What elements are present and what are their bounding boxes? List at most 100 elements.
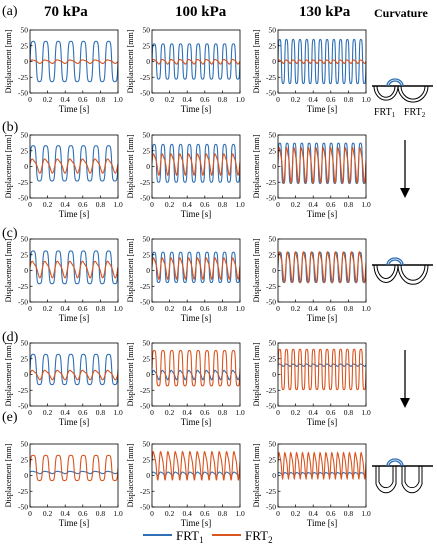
x-tick-label: 0.4: [309, 200, 319, 209]
y-tick-label: 0: [24, 471, 28, 480]
x-axis-label: Time [s]: [307, 417, 337, 427]
y-tick-label: 50: [21, 235, 29, 244]
y-tick-label: -25: [266, 386, 276, 395]
y-tick-label: -50: [18, 194, 28, 203]
x-tick-label: 0.8: [96, 200, 106, 209]
y-tick-label: 50: [269, 440, 277, 449]
y-axis-label: Displacement [mm]: [4, 29, 13, 93]
x-tick-label: 0.2: [165, 200, 175, 209]
y-tick-label: 25: [143, 455, 151, 464]
y-tick-label: 0: [146, 266, 150, 275]
y-axis-label: Displacement [mm]: [252, 134, 261, 198]
y-tick-label: 0: [146, 471, 150, 480]
x-tick-label: 0: [276, 304, 280, 313]
x-tick-label: 0.8: [218, 509, 228, 518]
series-line-frt2: [30, 260, 118, 279]
x-axis-label: Time [s]: [59, 209, 89, 219]
y-tick-label: -50: [18, 298, 28, 307]
y-axis-label: Displacement [mm]: [252, 342, 261, 406]
series-line-frt2: [152, 58, 240, 65]
x-tick-label: 0.8: [344, 304, 354, 313]
y-tick-label: 0: [146, 162, 150, 171]
x-tick-label: 0.6: [200, 408, 210, 417]
row-label-c: (c): [2, 226, 18, 241]
y-tick-label: 50: [21, 26, 29, 35]
frt2-schematic-label: FRT2: [404, 107, 426, 119]
y-tick-label: 25: [269, 455, 277, 464]
y-tick-label: -50: [266, 402, 276, 411]
subplot-3-2: 0 0.2 0.4 0.6 0.8 1.0 -50 -25 0 25 50 Time [s] Displ…: [126, 235, 245, 324]
curvature-header: Curvature: [374, 6, 428, 20]
subplot-5-1: 0 0.2 0.4 0.6 0.8 1.0 -50 -25 0 25 50 Time [s] Displ…: [4, 440, 123, 529]
subplot-5-2: 0 0.2 0.4 0.6 0.8 1.0 -50 -25 0 25 50 Time [s] Displ…: [126, 440, 245, 529]
y-tick-label: 50: [269, 235, 277, 244]
series-line-frt1: [278, 472, 366, 476]
x-tick-label: 0.8: [96, 509, 106, 518]
x-tick-label: 0.6: [78, 408, 88, 417]
curvature-schematic-e: [372, 458, 433, 494]
column-header-70kpa: 70 kPa: [44, 4, 88, 20]
subplot-4-1: 0 0.2 0.4 0.6 0.8 1.0 -50 -25 0 25 50 Time [s] Displ…: [4, 339, 123, 428]
y-axis-label: Displacement [mm]: [126, 238, 135, 302]
column-header-130kpa: 130 kPa: [299, 4, 351, 20]
y-tick-label: -25: [266, 282, 276, 291]
x-tick-label: 0.4: [309, 95, 319, 104]
y-tick-label: 25: [269, 41, 277, 50]
x-tick-label: 0.2: [43, 200, 53, 209]
y-tick-label: 25: [143, 250, 151, 259]
subplot-1-1: 0 0.2 0.4 0.6 0.8 1.0 -50 -25 0 25 50 Time [s] Displ…: [4, 26, 123, 115]
series-line-frt2: [152, 257, 240, 280]
series-line-frt1: [152, 471, 240, 477]
series-line-frt2: [152, 153, 240, 176]
y-tick-label: -25: [266, 487, 276, 496]
x-tick-label: 0.4: [61, 408, 71, 417]
x-tick-label: 0.6: [200, 95, 210, 104]
series-line-frt2: [278, 59, 366, 65]
x-tick-label: 0.6: [326, 304, 336, 313]
x-tick-label: 0.8: [218, 304, 228, 313]
y-tick-label: -25: [18, 282, 28, 291]
y-tick-label: 0: [272, 471, 276, 480]
subplot-1-2: 0 0.2 0.4 0.6 0.8 1.0 -50 -25 0 25 50 Time [s] Displ…: [126, 26, 245, 115]
y-axis-label: Displacement [mm]: [126, 443, 135, 507]
y-tick-label: 25: [21, 455, 29, 464]
y-tick-label: -25: [18, 386, 28, 395]
y-tick-label: 50: [143, 339, 151, 348]
x-tick-label: 1.0: [235, 408, 245, 417]
x-axis-label: Time [s]: [181, 209, 211, 219]
y-tick-label: -25: [140, 386, 150, 395]
y-tick-label: 25: [143, 354, 151, 363]
series-line-frt2: [152, 450, 240, 481]
x-axis-label: Time [s]: [181, 518, 211, 528]
x-axis-label: Time [s]: [307, 313, 337, 323]
series-line-frt2: [278, 146, 366, 184]
y-tick-label: 25: [21, 146, 29, 155]
y-tick-label: -25: [266, 73, 276, 82]
y-tick-label: 0: [272, 162, 276, 171]
x-tick-label: 1.0: [113, 95, 123, 104]
y-tick-label: -50: [266, 194, 276, 203]
series-line-frt2: [278, 251, 366, 284]
legend-label-frt2: FRT2: [245, 528, 273, 545]
y-tick-label: 50: [21, 131, 29, 140]
arrow-down-2: [400, 350, 410, 408]
x-tick-label: 0: [150, 95, 154, 104]
y-tick-label: 50: [269, 339, 277, 348]
y-tick-label: 0: [146, 57, 150, 66]
y-tick-label: 50: [269, 131, 277, 140]
x-axis-label: Time [s]: [307, 104, 337, 114]
y-tick-label: -25: [140, 178, 150, 187]
x-tick-label: 0.4: [183, 200, 193, 209]
x-tick-label: 1.0: [361, 509, 371, 518]
y-tick-label: -25: [140, 487, 150, 496]
y-tick-label: 0: [146, 370, 150, 379]
x-tick-label: 0.8: [344, 95, 354, 104]
y-axis-label: Displacement [mm]: [4, 238, 13, 302]
y-tick-label: 0: [272, 57, 276, 66]
subplot-5-3: 0 0.2 0.4 0.6 0.8 1.0 -50 -25 0 25 50 Time [s] Displ…: [252, 440, 371, 529]
x-tick-label: 0.6: [326, 95, 336, 104]
x-tick-label: 0.6: [326, 408, 336, 417]
x-tick-label: 0.2: [291, 200, 301, 209]
x-tick-label: 0.2: [165, 509, 175, 518]
x-tick-label: 0.8: [96, 95, 106, 104]
